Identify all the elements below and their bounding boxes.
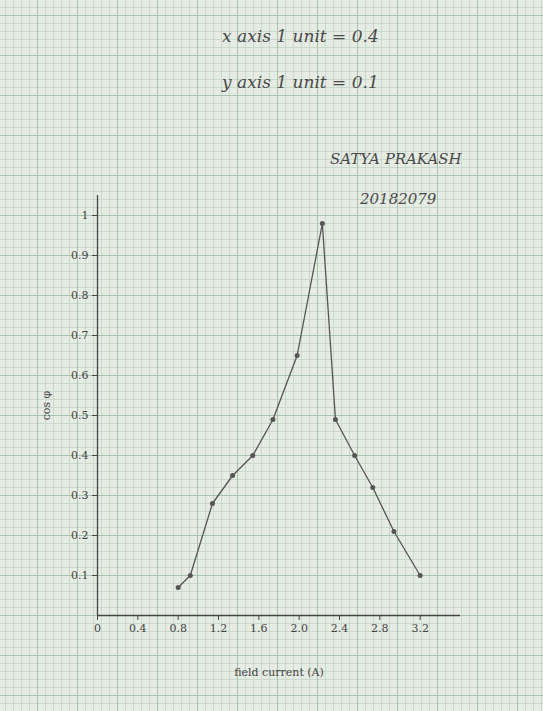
svg-text:field current (A): field current (A) — [234, 666, 324, 679]
html-text:20182079: 20182079 — [360, 190, 437, 208]
svg-text:0.3: 0.3 — [71, 489, 89, 502]
svg-text:0.7: 0.7 — [71, 329, 89, 342]
svg-text:2.0: 2.0 — [290, 622, 308, 635]
html-text:x axis 1 unit = 0.4: x axis 1 unit = 0.4 — [222, 26, 379, 46]
svg-text:0.4: 0.4 — [129, 622, 147, 635]
svg-text:1.2: 1.2 — [210, 622, 228, 635]
svg-text:0.8: 0.8 — [169, 622, 187, 635]
svg-text:1.6: 1.6 — [250, 622, 268, 635]
svg-text:0.9: 0.9 — [71, 249, 89, 262]
svg-text:0.6: 0.6 — [71, 369, 89, 382]
svg-text:2.8: 2.8 — [371, 622, 389, 635]
svg-text:0.5: 0.5 — [71, 409, 89, 422]
svg-text:0.8: 0.8 — [71, 289, 89, 302]
svg-text:cos φ: cos φ — [40, 390, 53, 420]
svg-text:3.2: 3.2 — [411, 622, 429, 635]
svg-text:0.4: 0.4 — [71, 449, 89, 462]
svg-text:0.2: 0.2 — [71, 529, 89, 542]
html-text:SATYA PRAKASH: SATYA PRAKASH — [330, 150, 462, 168]
svg-text:1: 1 — [82, 209, 89, 222]
svg-text:0: 0 — [94, 622, 101, 635]
svg-text:0.1: 0.1 — [71, 569, 89, 582]
svg-text:2.4: 2.4 — [331, 622, 349, 635]
html-text:y axis 1 unit = 0.1: y axis 1 unit = 0.1 — [222, 72, 379, 92]
